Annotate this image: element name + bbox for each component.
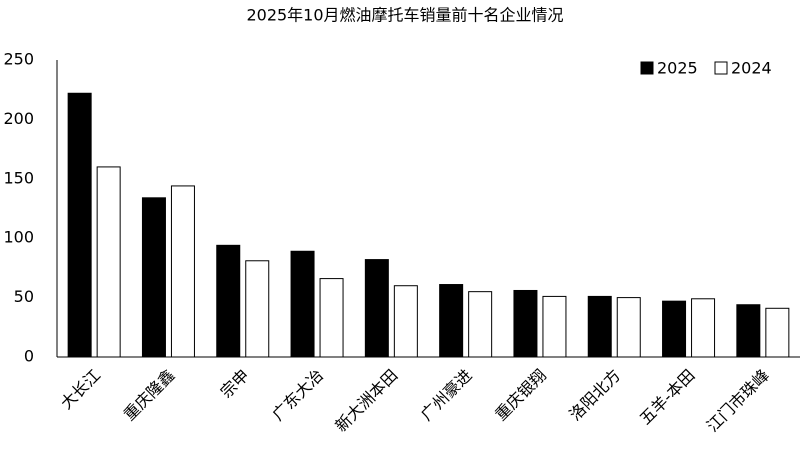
bar bbox=[736, 304, 761, 358]
x-tick-label: 江门市珠峰 bbox=[703, 366, 773, 436]
x-tick-label: 重庆银翔 bbox=[491, 366, 550, 425]
bar bbox=[141, 197, 166, 358]
x-tick-label: 五羊-本田 bbox=[636, 366, 699, 429]
chart-title: 2025年10月燃油摩托车销量前十名企业情况 bbox=[246, 6, 563, 25]
x-tick-label: 重庆隆鑫 bbox=[120, 366, 179, 425]
bar bbox=[765, 307, 790, 358]
x-tick-label: 广东大冶 bbox=[268, 366, 327, 425]
bar bbox=[468, 291, 493, 358]
bar bbox=[67, 92, 92, 358]
x-tick-label: 大长江 bbox=[57, 366, 104, 413]
y-tick-label: 0 bbox=[24, 347, 34, 366]
bar bbox=[319, 278, 344, 358]
x-tick-label: 新大洲本田 bbox=[331, 366, 401, 436]
y-tick-label: 100 bbox=[3, 228, 34, 247]
bar bbox=[616, 297, 641, 358]
bar bbox=[170, 185, 195, 358]
y-tick-label: 250 bbox=[3, 50, 34, 69]
bar bbox=[245, 260, 270, 358]
legend-swatch bbox=[714, 61, 728, 75]
y-tick-label: 200 bbox=[3, 109, 34, 128]
x-tick-label: 广州豪进 bbox=[417, 366, 476, 425]
x-tick-label: 宗申 bbox=[217, 366, 253, 402]
bar bbox=[216, 244, 241, 358]
bar bbox=[96, 166, 121, 358]
legend-label: 2025 bbox=[657, 59, 698, 78]
bar bbox=[290, 250, 315, 358]
bar bbox=[662, 300, 687, 358]
y-tick-label: 50 bbox=[14, 287, 34, 306]
bar bbox=[691, 298, 716, 358]
bar bbox=[364, 259, 389, 358]
bar bbox=[439, 284, 464, 358]
y-tick-label: 150 bbox=[3, 168, 34, 187]
bar bbox=[393, 285, 418, 358]
x-tick-label: 洛阳北方 bbox=[566, 366, 625, 425]
bar bbox=[513, 289, 538, 358]
bar bbox=[542, 295, 567, 358]
legend-label: 2024 bbox=[731, 59, 772, 78]
legend-swatch bbox=[640, 61, 654, 75]
bar bbox=[587, 295, 612, 358]
